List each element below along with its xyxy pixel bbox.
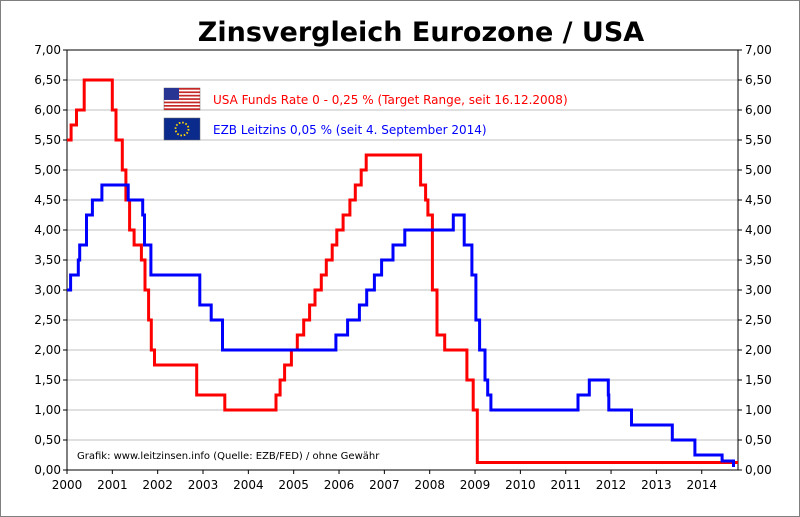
y-tick-label-right: 4,50 — [745, 193, 772, 207]
y-tick-label-left: 3,50 — [34, 253, 61, 267]
y-tick-label-right: 0,50 — [745, 433, 772, 447]
y-tick-label-right: 3,50 — [745, 253, 772, 267]
chart-credit: Grafik: www.leitzinsen.info (Quelle: EZB… — [77, 451, 380, 462]
y-tick-label-right: 2,00 — [745, 343, 772, 357]
x-tick-label: 2005 — [278, 478, 309, 492]
x-tick-label: 2011 — [550, 478, 581, 492]
y-tick-label-left: 2,00 — [34, 343, 61, 357]
y-axis-right: 0,00 0,50 1,00 1,50 2,00 2,50 3,00 3,50 4,00 4,50… — [738, 43, 772, 477]
x-tick-label: 2004 — [233, 478, 264, 492]
y-tick-label-left: 2,50 — [34, 313, 61, 327]
x-tick-label: 2013 — [641, 478, 672, 492]
y-tick-label-right: 1,00 — [745, 403, 772, 417]
x-tick-label: 2012 — [596, 478, 627, 492]
y-tick-label-right: 1,50 — [745, 373, 772, 387]
series-layer — [67, 78, 738, 467]
y-tick-label-right: 0,00 — [745, 463, 772, 477]
x-tick-label: 2007 — [369, 478, 400, 492]
y-axis-left: 0,00 0,50 1,00 1,50 2,00 2,50 3,00 3,50 4,00 4,50… — [34, 43, 67, 477]
x-tick-label: 2010 — [505, 478, 536, 492]
y-tick-label-left: 5,50 — [34, 133, 61, 147]
y-tick-label-left: 4,50 — [34, 193, 61, 207]
legend-label-eu: EZB Leitzins 0,05 % (seit 4. September 2… — [213, 123, 487, 137]
legend-label-usa: USA Funds Rate 0 - 0,25 % (Target Range,… — [213, 93, 568, 107]
y-tick-label-right: 2,50 — [745, 313, 772, 327]
y-tick-label-right: 3,00 — [745, 283, 772, 297]
x-tick-label: 2006 — [324, 478, 355, 492]
y-tick-label-left: 0,50 — [34, 433, 61, 447]
y-tick-label-left: 5,00 — [34, 163, 61, 177]
y-tick-label-left: 1,50 — [34, 373, 61, 387]
y-tick-label-right: 7,00 — [745, 43, 772, 57]
y-tick-label-left: 1,00 — [34, 403, 61, 417]
usa-flag-icon — [163, 87, 201, 111]
y-tick-label-right: 4,00 — [745, 223, 772, 237]
y-tick-label-left: 3,00 — [34, 283, 61, 297]
x-tick-label: 2009 — [460, 478, 491, 492]
eu-flag-icon — [163, 117, 201, 141]
x-tick-label: 2008 — [414, 478, 445, 492]
y-tick-label-right: 6,00 — [745, 103, 772, 117]
x-tick-label: 2014 — [686, 478, 717, 492]
x-tick-label: 2003 — [188, 478, 219, 492]
x-tick-label: 2002 — [142, 478, 173, 492]
y-tick-label-right: 5,50 — [745, 133, 772, 147]
x-tick-label: 2000 — [52, 478, 83, 492]
x-axis: 2000 2001 2002 2003 2004 2005 2006 2007 2008 2009… — [52, 470, 717, 492]
y-tick-label-right: 6,50 — [745, 73, 772, 87]
chart-title: Zinsvergleich Eurozone / USA — [198, 17, 644, 48]
y-tick-label-left: 7,00 — [34, 43, 61, 57]
series-line-eu — [67, 183, 735, 467]
y-tick-label-left: 6,50 — [34, 73, 61, 87]
y-tick-label-left: 0,00 — [34, 463, 61, 477]
legend: USA Funds Rate 0 - 0,25 % (Target Range,… — [163, 87, 568, 141]
y-tick-label-right: 5,00 — [745, 163, 772, 177]
y-tick-label-left: 4,00 — [34, 223, 61, 237]
y-tick-label-left: 6,00 — [34, 103, 61, 117]
x-tick-label: 2001 — [97, 478, 128, 492]
